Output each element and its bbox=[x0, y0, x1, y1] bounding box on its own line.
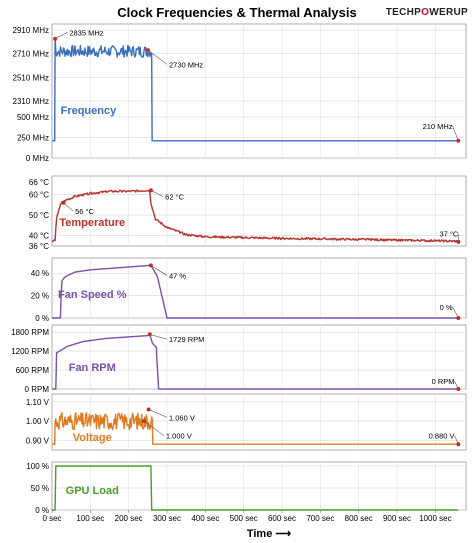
volt-annotation-point bbox=[456, 442, 461, 447]
clock-frame bbox=[51, 23, 467, 159]
volt-y-tick-label: 0.90 V bbox=[26, 436, 50, 445]
temp-label: Temperature bbox=[59, 217, 125, 229]
x-tick-label: 800 sec bbox=[345, 514, 373, 523]
clock-annotation-label: 210 MHz bbox=[423, 122, 453, 131]
temp-y-tick-label: 40 °C bbox=[29, 232, 49, 241]
fan-annotation-leader bbox=[452, 306, 459, 319]
volt-annotation-leader bbox=[148, 409, 168, 418]
load-label: GPU Load bbox=[66, 485, 119, 497]
temp-annotation-leader bbox=[150, 190, 164, 197]
fan-y-tick-label: 0 % bbox=[35, 314, 49, 323]
rpm-frame bbox=[51, 324, 467, 390]
load-series-line bbox=[52, 465, 459, 511]
clock-series-line bbox=[52, 38, 459, 142]
fan-y-tick-label: 40 % bbox=[31, 269, 49, 278]
x-tick-label: 1000 sec bbox=[419, 514, 451, 523]
volt-y-tick-label: 1.10 V bbox=[26, 398, 50, 407]
clock-annotation-leader bbox=[54, 32, 68, 40]
clock-annotation-leader bbox=[147, 49, 168, 65]
volt-annotation-leader bbox=[143, 420, 165, 436]
fan-frame bbox=[51, 257, 467, 319]
fan-annotation-point bbox=[456, 316, 461, 320]
rpm-y-tick-label: 1800 RPM bbox=[11, 328, 49, 337]
volt-annotation-label: 1.060 V bbox=[169, 413, 195, 422]
fan-annotation-point bbox=[148, 263, 153, 268]
rpm-annotation-leader bbox=[149, 334, 168, 340]
rpm-y-tick-label: 1200 RPM bbox=[11, 347, 49, 356]
fan-label: Fan Speed % bbox=[58, 289, 127, 301]
volt-annotation-label: 1.000 V bbox=[166, 432, 192, 441]
clock-y-tick-label: 250 MHz bbox=[17, 134, 49, 143]
temp-annotation-label: 56 °C bbox=[75, 207, 94, 216]
clock-y-tick-label: 500 MHz bbox=[17, 113, 49, 122]
x-tick-label: 500 sec bbox=[230, 514, 258, 523]
rpm-y-tick-label: 600 RPM bbox=[16, 366, 50, 375]
x-tick-label: 900 sec bbox=[383, 514, 411, 523]
x-tick-label: 600 sec bbox=[268, 514, 296, 523]
volt-series-line bbox=[52, 412, 459, 445]
chart-title: Clock Frequencies & Thermal Analysis bbox=[117, 5, 357, 20]
fan-annotation-label: 0 % bbox=[440, 303, 453, 312]
x-tick-label: 400 sec bbox=[191, 514, 219, 523]
rpm-annotation-point bbox=[147, 332, 152, 337]
load-y-tick-label: 0 % bbox=[35, 506, 49, 515]
clock-annotation-leader bbox=[452, 125, 459, 141]
temp-annotation-label: 62 °C bbox=[165, 193, 184, 202]
clock-label: Frequency bbox=[61, 105, 118, 117]
temp-annotation-point bbox=[61, 200, 66, 205]
x-tick-label: 100 sec bbox=[76, 514, 104, 523]
temp-y-tick-label: 66 °C bbox=[29, 178, 49, 187]
clock-y-tick-label: 2910 MHz bbox=[13, 26, 49, 35]
volt-annotation-point bbox=[146, 407, 151, 412]
rpm-series-line bbox=[52, 333, 459, 390]
temp-annotation-point bbox=[456, 239, 461, 244]
volt-label: Voltage bbox=[73, 432, 112, 444]
rpm-annotation-label: 1729 RPM bbox=[169, 335, 204, 344]
fan-series-line bbox=[52, 264, 459, 319]
load-y-tick-label: 50 % bbox=[31, 484, 49, 493]
clock-y-tick-label: 0 MHz bbox=[26, 154, 49, 163]
clock-annotation-point bbox=[53, 36, 58, 41]
fan-annotation-label: 47 % bbox=[169, 271, 186, 280]
x-tick-label: 0 sec bbox=[42, 514, 61, 523]
rpm-annotation-label: 0 RPM bbox=[432, 377, 455, 386]
volt-y-tick-label: 1.00 V bbox=[26, 417, 50, 426]
x-axis-label: Time ⟶ bbox=[247, 528, 292, 540]
volt-annotation-label: 0.880 V bbox=[429, 432, 455, 441]
temp-series-line bbox=[51, 189, 459, 243]
x-tick-label: 700 sec bbox=[306, 514, 334, 523]
temp-y-tick-label: 60 °C bbox=[29, 190, 49, 199]
clock-annotation-label: 2730 MHz bbox=[169, 60, 203, 69]
temp-y-tick-label: 36 °C bbox=[29, 242, 49, 251]
load-y-tick-label: 100 % bbox=[26, 462, 49, 471]
rpm-label: Fan RPM bbox=[69, 362, 116, 374]
fan-y-tick-label: 20 % bbox=[31, 292, 49, 301]
clock-annotation-label: 2835 MHz bbox=[69, 28, 103, 37]
brand-logo: TECHPOWERUP bbox=[385, 7, 468, 18]
clock-annotation-point bbox=[456, 138, 461, 143]
clock-y-tick-label: 2510 MHz bbox=[13, 73, 49, 82]
x-tick-label: 200 sec bbox=[115, 514, 143, 523]
clock-annotation-point bbox=[145, 48, 150, 53]
fan-annotation-leader bbox=[150, 265, 168, 276]
temp-y-tick-label: 50 °C bbox=[29, 211, 49, 220]
temp-annotation-leader bbox=[63, 202, 74, 212]
volt-annotation-point bbox=[142, 419, 146, 424]
clock-y-tick-label: 2310 MHz bbox=[13, 97, 49, 106]
rpm-y-tick-label: 0 RPM bbox=[25, 385, 50, 394]
temp-annotation-label: 37 °C bbox=[439, 230, 458, 239]
clock-y-tick-label: 2710 MHz bbox=[13, 50, 49, 59]
rpm-annotation-point bbox=[456, 387, 461, 391]
temp-annotation-point bbox=[148, 188, 153, 193]
x-tick-label: 300 sec bbox=[153, 514, 181, 523]
